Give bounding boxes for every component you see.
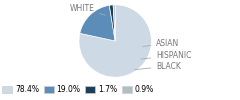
Wedge shape <box>79 5 151 77</box>
Text: BLACK: BLACK <box>135 62 181 71</box>
Text: WHITE: WHITE <box>69 4 105 15</box>
Text: ASIAN: ASIAN <box>143 39 180 48</box>
Wedge shape <box>113 5 115 41</box>
Wedge shape <box>80 5 115 41</box>
Text: HISPANIC: HISPANIC <box>141 51 192 60</box>
Wedge shape <box>109 5 115 41</box>
Legend: 78.4%, 19.0%, 1.7%, 0.9%: 78.4%, 19.0%, 1.7%, 0.9% <box>0 82 157 98</box>
